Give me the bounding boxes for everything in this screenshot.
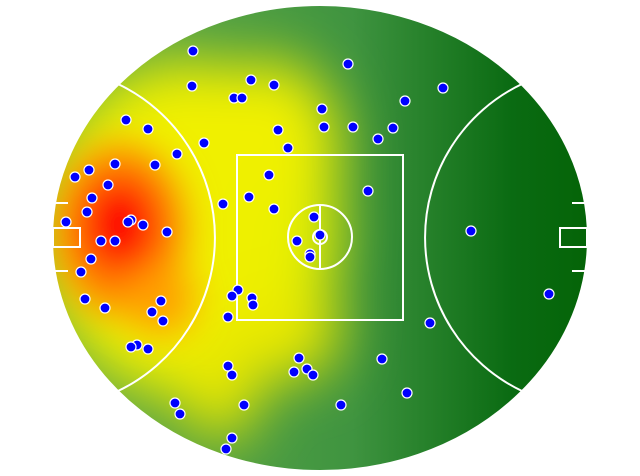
point — [465, 225, 477, 237]
point — [282, 142, 294, 154]
point — [424, 317, 436, 329]
point — [226, 369, 238, 381]
point — [222, 311, 234, 323]
point — [308, 211, 320, 223]
point — [60, 216, 72, 228]
field-lines — [51, 4, 589, 472]
point — [226, 432, 238, 444]
point — [243, 191, 255, 203]
point — [120, 114, 132, 126]
point — [268, 79, 280, 91]
point — [122, 216, 134, 228]
point — [149, 159, 161, 171]
point — [318, 121, 330, 133]
point — [217, 198, 229, 210]
point — [142, 343, 154, 355]
point — [342, 58, 354, 70]
point — [137, 219, 149, 231]
point — [109, 158, 121, 170]
point — [109, 235, 121, 247]
point — [81, 206, 93, 218]
point — [238, 399, 250, 411]
point — [222, 360, 234, 372]
point — [75, 266, 87, 278]
point — [245, 74, 257, 86]
point — [263, 169, 275, 181]
point — [291, 235, 303, 247]
point — [198, 137, 210, 149]
point — [161, 226, 173, 238]
point — [102, 179, 114, 191]
point — [236, 92, 248, 104]
point — [85, 253, 97, 265]
point — [142, 123, 154, 135]
point — [187, 45, 199, 57]
point — [69, 171, 81, 183]
point — [186, 80, 198, 92]
point — [304, 251, 316, 263]
point — [95, 235, 107, 247]
point — [347, 121, 359, 133]
point — [437, 82, 449, 94]
point — [169, 397, 181, 409]
point — [288, 366, 300, 378]
point — [174, 408, 186, 420]
point — [372, 133, 384, 145]
point — [220, 443, 232, 455]
point — [314, 229, 326, 241]
point — [543, 288, 555, 300]
point — [307, 369, 319, 381]
point — [376, 353, 388, 365]
point — [155, 295, 167, 307]
point — [399, 95, 411, 107]
point — [226, 290, 238, 302]
point — [86, 192, 98, 204]
point — [157, 315, 169, 327]
point — [146, 306, 158, 318]
point — [125, 341, 137, 353]
point — [335, 399, 347, 411]
point — [99, 302, 111, 314]
point — [83, 164, 95, 176]
point — [387, 122, 399, 134]
point — [268, 203, 280, 215]
point — [401, 387, 413, 399]
point — [293, 352, 305, 364]
point — [79, 293, 91, 305]
point — [247, 299, 259, 311]
point — [362, 185, 374, 197]
point — [272, 124, 284, 136]
point — [316, 103, 328, 115]
point — [171, 148, 183, 160]
